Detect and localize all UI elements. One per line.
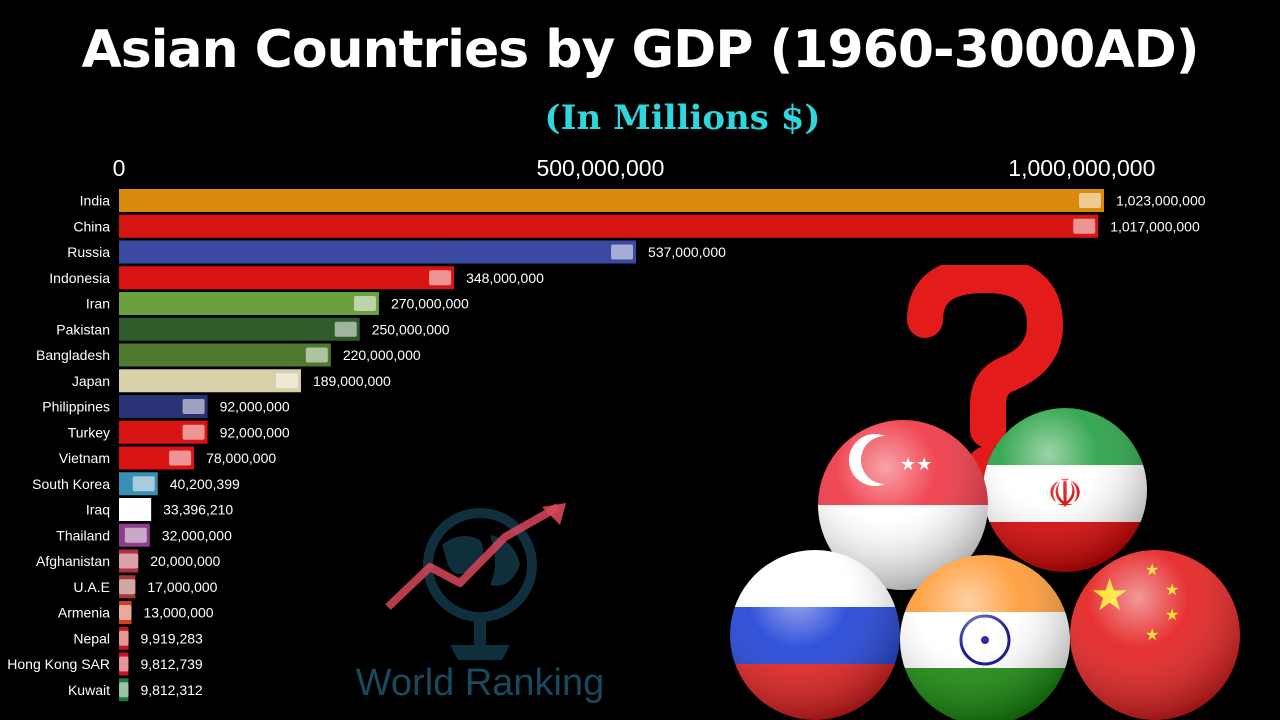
x-axis: 0 500,000,000 1,000,000,000 (113, 155, 1156, 181)
category-label: Iraq (86, 502, 110, 518)
flag-bangladesh-icon (305, 347, 328, 363)
bar (119, 317, 360, 341)
category-label: India (80, 193, 111, 209)
category-label: Philippines (42, 399, 110, 415)
category-label: Thailand (56, 527, 110, 543)
category-label: China (73, 218, 110, 234)
flag-kuwait-icon (119, 682, 129, 698)
bar (119, 189, 1104, 212)
value-label: 1,023,000,000 (1116, 193, 1206, 209)
value-label: 32,000,000 (162, 527, 232, 543)
flag-thailand-icon (124, 527, 147, 543)
value-label: 189,000,000 (313, 373, 391, 389)
flag-india-icon (1079, 193, 1101, 208)
category-label: Nepal (73, 630, 110, 646)
value-label: 92,000,000 (220, 399, 290, 415)
category-label: Iran (86, 296, 110, 312)
bar (119, 266, 455, 290)
value-label: 92,000,000 (220, 424, 290, 440)
china-flag-ball-icon: ★ ★ ★ ★ ★ (1070, 550, 1240, 720)
flag-iraq-icon (126, 502, 149, 517)
watermark-text: World Ranking (356, 662, 605, 704)
category-label: U.A.E (73, 579, 110, 595)
value-label: 220,000,000 (343, 347, 421, 363)
value-label: 20,000,000 (150, 553, 220, 569)
flag-philippines-icon (182, 399, 205, 414)
flag-turkey-icon (182, 424, 205, 440)
flag-iran-icon (353, 296, 376, 311)
x-tick-label: 0 (113, 155, 126, 181)
flag-armenia-icon (119, 605, 132, 620)
flag-balls-illustration: ☫ ★★ ★ ★ ★ ★ ★ (730, 265, 1240, 720)
category-label: Pakistan (56, 321, 110, 337)
flag-japan-icon (275, 373, 298, 389)
value-label: 13,000,000 (144, 605, 214, 621)
trend-arrow-icon (385, 503, 566, 610)
chart-subtitle: (In Millions $) (544, 98, 821, 138)
category-label: Hong Kong SAR (7, 656, 110, 672)
category-label: Kuwait (68, 682, 110, 698)
x-tick-label: 1,000,000,000 (1008, 155, 1155, 181)
flag-south-korea-icon (132, 476, 155, 492)
x-tick-label: 500,000,000 (536, 155, 664, 181)
value-label: 348,000,000 (466, 270, 544, 286)
category-label: Indonesia (49, 270, 110, 286)
bar (119, 343, 331, 367)
value-label: 17,000,000 (147, 579, 217, 595)
value-label: 9,812,312 (140, 682, 202, 698)
value-label: 78,000,000 (206, 450, 276, 466)
value-label: 40,200,399 (170, 476, 240, 492)
bars-group: India 1,023,000,000 China 1,017,000,000 Russ… (7, 189, 1206, 702)
bar (119, 292, 379, 315)
flag-china-icon (1073, 218, 1096, 234)
flag-afghanistan-icon (119, 553, 139, 569)
flag-hong-kong-icon (119, 656, 129, 672)
chart-title: Asian Countries by GDP (1960-3000AD) (81, 20, 1199, 80)
value-label: 1,017,000,000 (1110, 218, 1200, 234)
flag-uae-icon (119, 579, 136, 595)
flag-pakistan-icon (334, 321, 357, 337)
value-label: 33,396,210 (163, 502, 233, 518)
category-label: South Korea (32, 476, 110, 492)
value-label: 270,000,000 (391, 296, 469, 312)
category-label: Vietnam (59, 450, 110, 466)
flag-nepal-icon (119, 630, 129, 646)
value-label: 250,000,000 (372, 321, 450, 337)
category-label: Afghanistan (36, 553, 110, 569)
flag-indonesia-icon (429, 270, 452, 286)
bar (119, 240, 637, 264)
bar (119, 369, 301, 393)
value-label: 537,000,000 (648, 244, 726, 260)
value-label: 9,919,283 (141, 630, 203, 646)
category-label: Bangladesh (36, 347, 110, 363)
world-ranking-logo: World Ranking (356, 503, 605, 704)
flag-russia-icon (611, 244, 634, 260)
category-label: Russia (67, 244, 110, 260)
category-label: Armenia (58, 605, 110, 621)
category-label: Turkey (68, 424, 110, 440)
bar (119, 214, 1099, 238)
value-label: 9,812,739 (140, 656, 202, 672)
category-label: Japan (72, 373, 110, 389)
flag-vietnam-icon (169, 450, 192, 466)
